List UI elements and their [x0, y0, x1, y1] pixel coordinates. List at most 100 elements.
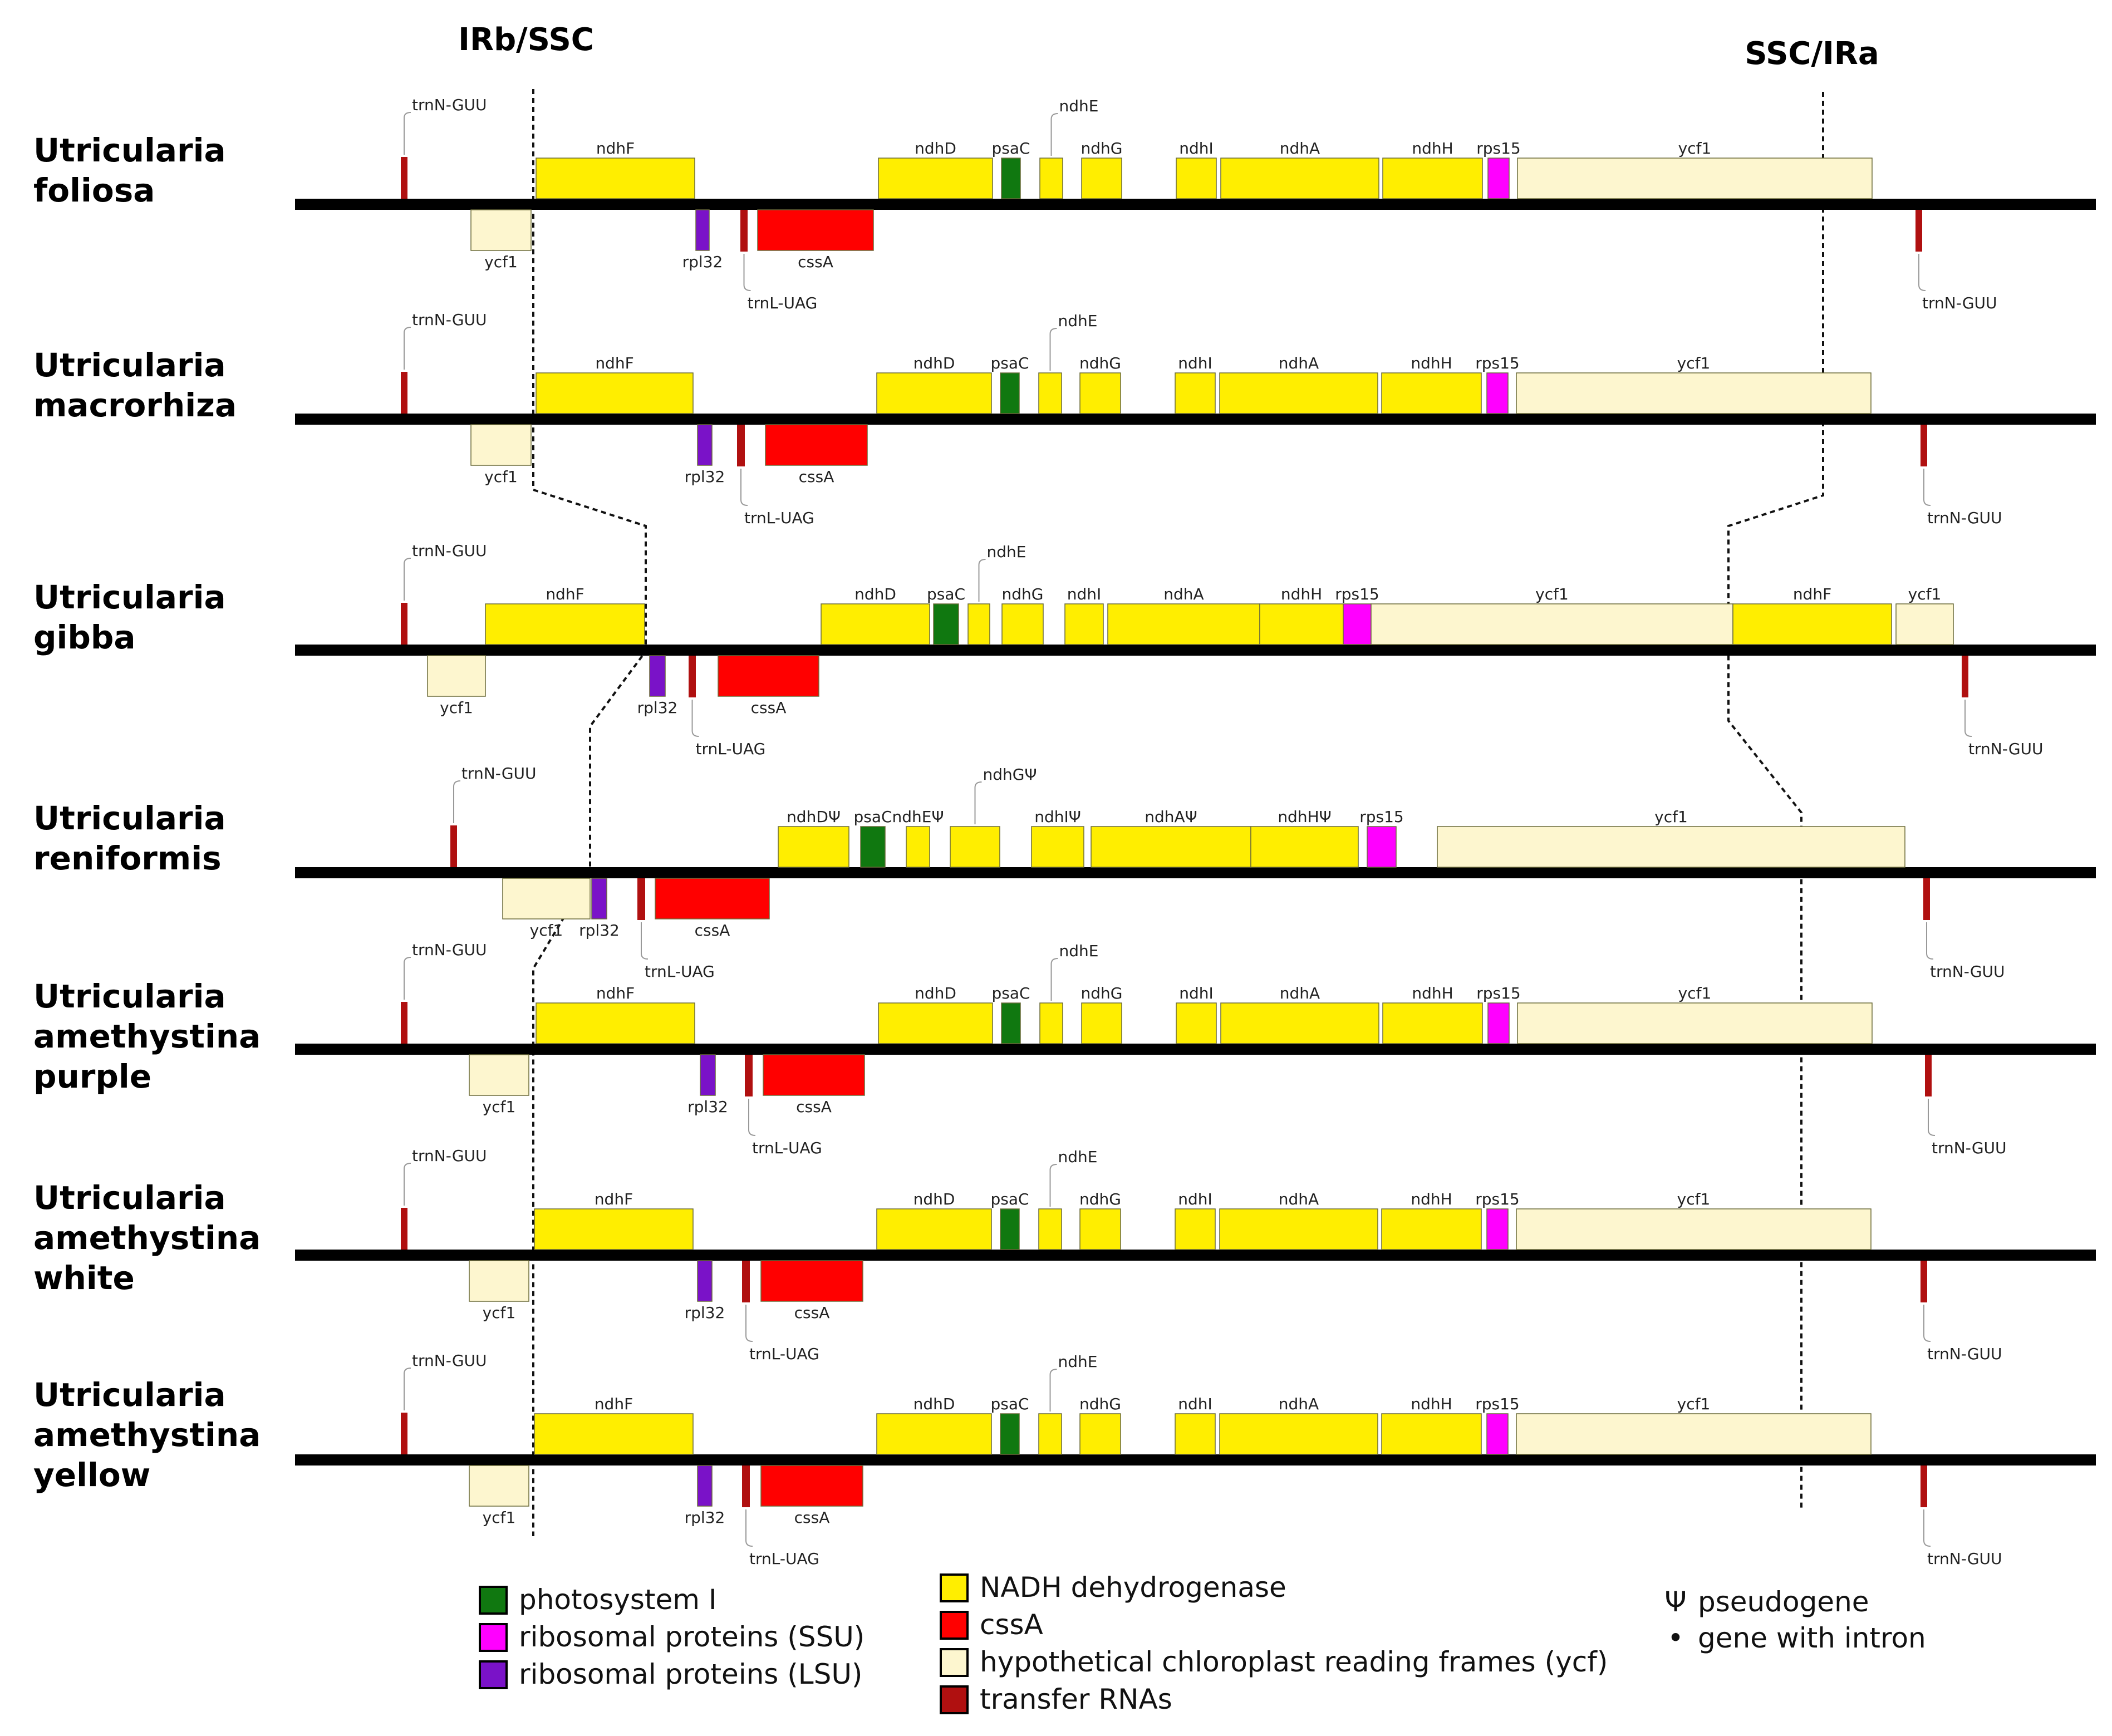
gene-box-cssa	[760, 1465, 863, 1507]
gene-psac: psaC	[990, 1190, 1029, 1250]
genome-axis	[295, 1454, 2096, 1465]
genome-axis	[295, 414, 2096, 425]
gene-box-ndhf	[536, 1002, 695, 1044]
legend-swatch	[940, 1611, 969, 1640]
gene-box-ndhg	[1001, 603, 1044, 645]
gene-trnn-guu: trnN-GUU	[401, 941, 487, 1044]
gene-box-ndhg-pseudo	[950, 826, 1000, 868]
gene-ndhg-pseudo: ndhGΨ	[950, 765, 1037, 868]
gene-label: ycf1	[1535, 585, 1569, 603]
gene-trnn-guu: trnN-GUU	[401, 96, 487, 199]
label-leader	[1923, 1509, 1931, 1547]
gene-box-ndhi	[1176, 158, 1217, 199]
gene-rpl32: rpl32	[685, 1260, 725, 1322]
label-leader	[748, 1099, 756, 1136]
gene-psac: psaC	[990, 354, 1029, 414]
gene-label: rps15	[1476, 139, 1521, 158]
legend-label: hypothetical chloroplast reading frames …	[980, 1646, 1608, 1678]
gene-ycf1: ycf1	[470, 424, 532, 486]
gene-trnl-uag: trnL-UAG	[742, 1261, 819, 1363]
gene-label: ndhA	[1279, 1190, 1319, 1208]
label-leader	[974, 781, 982, 824]
legend-swatch	[940, 1573, 969, 1602]
gene-ndhd: ndhD	[878, 984, 993, 1044]
legend-label: photosystem I	[519, 1583, 717, 1616]
label-leader	[743, 254, 751, 291]
gene-label: ndhH	[1411, 1395, 1452, 1413]
gene-box-ndhd	[876, 1413, 992, 1455]
gene-trnl-uag: trnL-UAG	[745, 1055, 822, 1157]
gene-box-ycf1	[1371, 603, 1733, 645]
gene-box-rps15	[1487, 1002, 1510, 1044]
gene-box-ndha	[1220, 158, 1379, 199]
gene-ndhf: ndhF	[534, 1395, 694, 1455]
gene-label: ndhD	[915, 984, 956, 1002]
gene-cssa: cssA	[760, 1465, 863, 1527]
legend-item-hypothetical-chloroplast-reading-frames-ycf: hypothetical chloroplast reading frames …	[940, 1646, 1608, 1678]
gene-box-ndhi	[1064, 603, 1104, 645]
legend-item-nadh-dehydrogenase: NADH dehydrogenase	[940, 1571, 1286, 1604]
gene-ndhg: ndhG	[1001, 585, 1044, 645]
gene-box-ndha	[1219, 1413, 1378, 1455]
gene-ndhg: ndhG	[1081, 139, 1122, 199]
legend-swatch	[479, 1586, 508, 1615]
label-leader	[1050, 113, 1058, 156]
gene-box-cssa	[718, 655, 819, 697]
gene-label: trnL-UAG	[696, 740, 766, 758]
gene-ycf1: ycf1	[1516, 1395, 1872, 1455]
gene-label: psaC	[990, 354, 1029, 372]
gene-label: ndhI	[1179, 984, 1214, 1002]
gene-label: ndhE	[1058, 1353, 1098, 1371]
gene-psac: psaC	[990, 1395, 1029, 1455]
gene-label: trnN-GUU	[1968, 740, 2044, 758]
gene-ndhh: ndhH	[1382, 139, 1483, 199]
legend-item-transfer-rnas: transfer RNAs	[940, 1683, 1172, 1715]
gene-label: ndhF	[595, 1190, 633, 1208]
gene-psac: psaC	[853, 808, 892, 868]
gene-label: trnL-UAG	[749, 1550, 819, 1568]
gene-cssa: cssA	[718, 655, 819, 717]
gene-trnn-guu: trnN-GUU	[401, 542, 487, 645]
gene-label: ycf1	[484, 468, 518, 486]
label-leader	[1964, 700, 1972, 737]
gene-label: trnL-UAG	[645, 962, 715, 981]
label-leader	[641, 922, 649, 960]
gene-box-trnn-guu	[450, 825, 457, 867]
gene-label: ndhAΨ	[1145, 808, 1197, 826]
gene-rps15: rps15	[1475, 354, 1520, 414]
gene-ndhh-pseudo: ndhHΨ	[1250, 808, 1359, 868]
gene-box-rps15	[1486, 1208, 1509, 1250]
gene-box-psac	[1001, 158, 1021, 199]
gene-box-ycf1	[469, 1260, 529, 1302]
species-name-line: Utricularia	[33, 799, 226, 837]
gene-label: rpl32	[637, 699, 678, 717]
gene-cssa: cssA	[655, 878, 770, 940]
gene-label: ndhH	[1412, 984, 1453, 1002]
gene-box-ycf1	[1517, 1002, 1873, 1044]
gene-label: trnN-GUU	[461, 764, 537, 783]
gene-ndhe: ndhE	[1039, 97, 1098, 199]
gene-box-ndhd-pseudo	[778, 826, 849, 868]
label-leader	[404, 957, 411, 1000]
gene-box-rpl32	[697, 1260, 713, 1302]
gene-box-ndhd	[821, 603, 930, 645]
gene-rps15: rps15	[1475, 1395, 1520, 1455]
gene-label: rpl32	[685, 1304, 725, 1322]
gene-box-ndhe	[1039, 1002, 1063, 1044]
gene-box-ycf1	[427, 655, 486, 697]
gene-box-rps15	[1486, 372, 1509, 414]
label-leader	[745, 1305, 753, 1342]
gene-ndhe: ndhE	[1039, 942, 1098, 1044]
legend-note-label: gene with intron	[1698, 1622, 1926, 1654]
label-leader	[1918, 254, 1926, 291]
gene-trnl-uag: trnL-UAG	[740, 210, 817, 312]
legend-swatch	[479, 1623, 508, 1652]
gene-label: ndhG	[1079, 1190, 1121, 1208]
species-name-line: gibba	[33, 618, 136, 656]
gene-trnl-uag: trnL-UAG	[742, 1465, 819, 1568]
label-leader	[404, 558, 411, 601]
gene-box-cssa	[765, 424, 868, 466]
gene-box-ndhi	[1175, 1413, 1216, 1455]
gene-label: rpl32	[685, 1508, 725, 1527]
